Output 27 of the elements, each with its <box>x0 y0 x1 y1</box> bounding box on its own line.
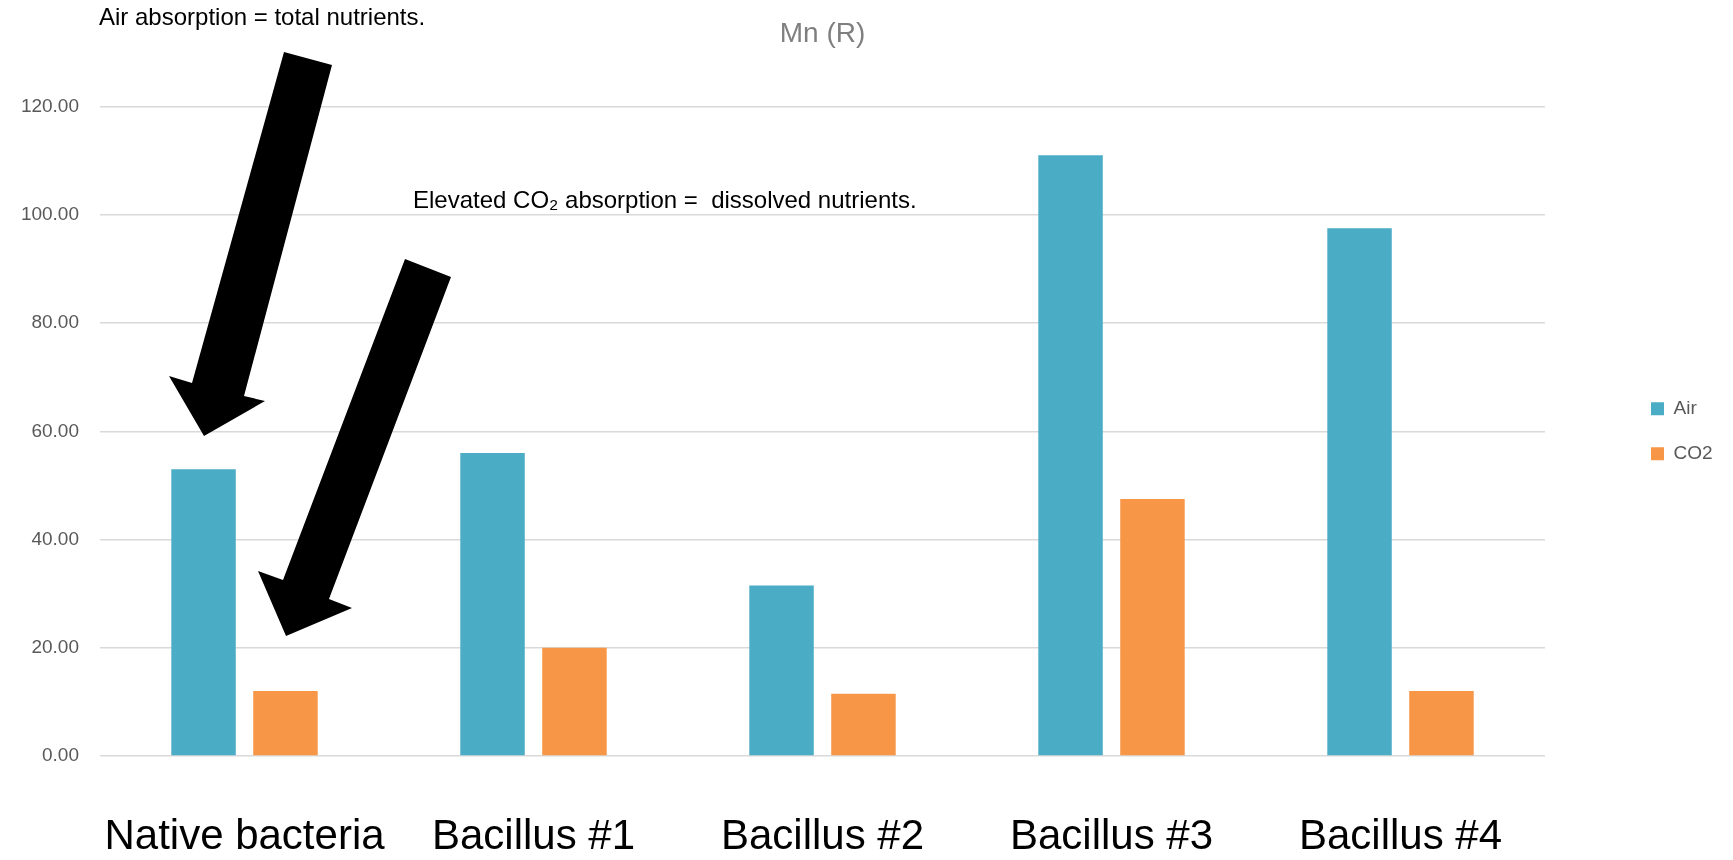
x-tick-label: Bacillus #4 <box>1298 810 1503 858</box>
bar <box>460 452 525 756</box>
bar <box>253 691 318 756</box>
bar <box>1038 155 1103 756</box>
bar <box>1409 691 1474 756</box>
y-tick-label: 0.00 <box>42 744 79 766</box>
y-tick-label: 60.00 <box>31 419 79 441</box>
y-tick-label: 100.00 <box>20 203 79 225</box>
bar <box>171 469 236 756</box>
legend-label: Air <box>1673 397 1698 419</box>
annotation: Elevated CO₂ absorption = dissolved nutrients. <box>413 185 917 213</box>
bar <box>1327 228 1392 756</box>
y-tick-label: 120.00 <box>20 94 79 116</box>
x-tick-label: Bacillus #2 <box>720 810 925 858</box>
y-tick-label: 40.00 <box>31 527 79 549</box>
x-tick-label: Native bacteria <box>104 810 386 858</box>
y-tick-label: 80.00 <box>31 311 79 333</box>
x-tick-label: Bacillus #1 <box>431 810 636 858</box>
legend-label: CO2 <box>1673 442 1713 464</box>
bar <box>1120 498 1185 756</box>
chart-title: Mn (R) <box>779 16 866 48</box>
bar <box>749 585 814 756</box>
text: Air absorption = total nutrients. <box>99 2 426 30</box>
y-tick-label: 20.00 <box>31 636 79 657</box>
bar <box>542 647 607 756</box>
bar <box>831 693 896 756</box>
x-tick-label: Bacillus #3 <box>1009 810 1214 858</box>
